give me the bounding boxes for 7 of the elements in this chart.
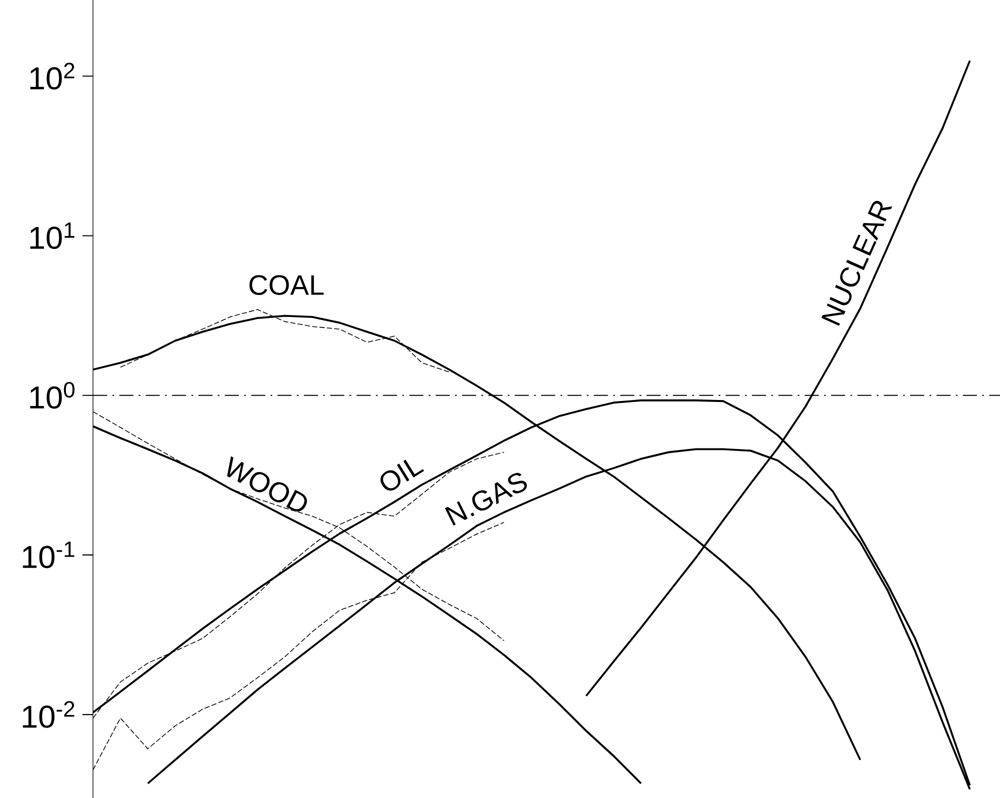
y-tick-label: 10$^{0}$ [30, 382, 74, 409]
y-tick-label: 10$^{-2}$ [22, 701, 74, 728]
y-tick-label: 10$^{1}$ [30, 222, 74, 250]
series-label: COAL [249, 275, 324, 295]
y-tick-label: 10$^{2}$ [30, 62, 74, 90]
text: OIL [380, 460, 424, 491]
y-tick-label: 10$^{-1}$ [22, 542, 74, 568]
